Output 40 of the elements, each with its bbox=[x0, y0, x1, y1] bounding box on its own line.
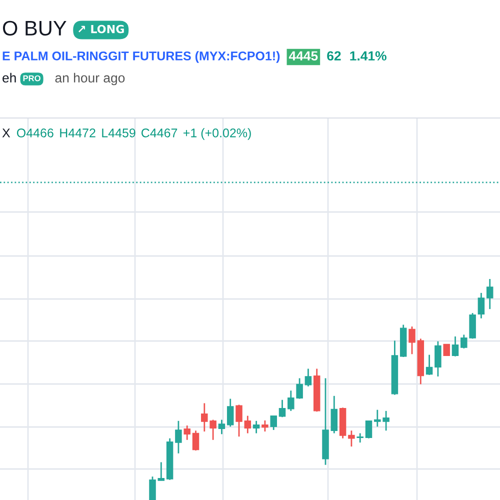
candlestick bbox=[158, 462, 165, 482]
candlestick bbox=[365, 420, 372, 440]
text: +1 (+0.02%) bbox=[183, 128, 251, 140]
candlestick bbox=[218, 419, 226, 435]
candlestick bbox=[226, 398, 234, 428]
chart-subtitle: E PALM OIL-RINGGIT FUTURES (MYX:FCPO1!) bbox=[2, 51, 280, 63]
candlestick bbox=[452, 336, 459, 358]
text: C4467 bbox=[142, 128, 178, 138]
text: PRO bbox=[23, 75, 40, 82]
candlestick bbox=[486, 278, 494, 310]
candlestick bbox=[443, 344, 450, 356]
candlestick bbox=[184, 424, 190, 441]
candlestick bbox=[192, 430, 200, 452]
chart-title: O BUY bbox=[2, 20, 66, 36]
candlestick bbox=[356, 432, 364, 444]
candlestick bbox=[252, 420, 260, 434]
candlestick bbox=[304, 368, 312, 388]
candlestick bbox=[348, 430, 355, 448]
text: ↗ LONG bbox=[78, 24, 124, 34]
candlestick bbox=[244, 415, 252, 434]
text: 62 bbox=[327, 51, 341, 61]
candlestick bbox=[478, 292, 485, 320]
candlestick bbox=[236, 404, 242, 438]
text: X bbox=[2, 128, 10, 138]
candlestick bbox=[434, 340, 442, 378]
text: L4459 bbox=[102, 128, 136, 138]
text: O4466 bbox=[16, 128, 54, 138]
candlestick bbox=[270, 415, 277, 431]
candlestick bbox=[262, 420, 268, 432]
text: eh bbox=[2, 72, 16, 83]
text: an hour ago bbox=[55, 72, 125, 86]
candlestick bbox=[278, 399, 286, 418]
candlestick bbox=[426, 354, 433, 376]
text: 4445 bbox=[288, 51, 318, 61]
candlestick bbox=[408, 326, 416, 355]
candlestick bbox=[175, 420, 182, 454]
text: 1.41% bbox=[350, 51, 386, 61]
candlestick bbox=[149, 476, 156, 500]
candlestick bbox=[330, 395, 338, 434]
text: H4472 bbox=[60, 128, 96, 138]
